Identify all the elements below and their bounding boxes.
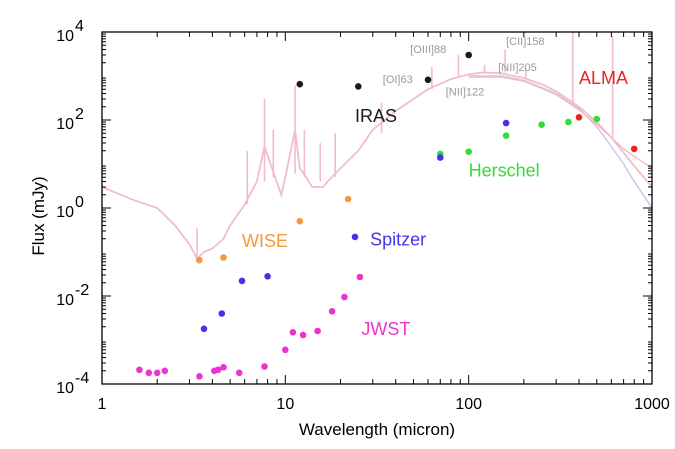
iras-point-2 xyxy=(424,76,432,84)
iras-point-0 xyxy=(296,80,304,88)
x-tick-label-10: 10 xyxy=(276,396,294,413)
sed-model-alt-1 xyxy=(468,75,652,209)
spitzer-point-5 xyxy=(437,154,444,161)
herschel-point-3 xyxy=(538,121,545,128)
y-tick-exponent-4: 4 xyxy=(75,18,84,35)
jwst-point-16 xyxy=(356,273,364,281)
spitzer-point-4 xyxy=(351,233,359,241)
sed-model-curves xyxy=(102,32,652,262)
sed-model-main xyxy=(102,71,652,261)
iras-point-3 xyxy=(465,51,473,59)
spitzer-point-6 xyxy=(502,119,510,127)
line-label-oiii-88: [OIII]88 xyxy=(410,44,446,56)
jwst-point-0 xyxy=(136,366,143,374)
alma-point-0 xyxy=(575,114,583,121)
jwst-point-7 xyxy=(220,364,227,371)
x-tick-label-1000: 1000 xyxy=(634,396,670,413)
y-tick-exponent-0: 0 xyxy=(75,194,84,211)
wise-point-3 xyxy=(344,195,352,203)
y-tick-label--2: 10 xyxy=(56,292,74,309)
iras-point-1 xyxy=(355,83,362,90)
axis-ticks xyxy=(101,31,653,385)
sed-model-alt-2 xyxy=(468,76,652,169)
herschel-point-1 xyxy=(465,148,473,155)
jwst-point-6 xyxy=(214,366,222,374)
jwst-point-13 xyxy=(314,327,321,335)
series-label-iras: IRAS xyxy=(355,106,397,126)
photometry-points xyxy=(136,51,638,380)
line-label-nii-122: [NII]122 xyxy=(446,87,485,99)
herschel-point-5 xyxy=(593,115,601,123)
y-tick-exponent--4: -4 xyxy=(75,370,89,387)
line-label-cii-158: [CII]158 xyxy=(506,36,545,48)
x-tick-label-100: 100 xyxy=(455,396,482,413)
y-tick-exponent--2: -2 xyxy=(75,282,89,299)
jwst-point-4 xyxy=(196,373,203,380)
wise-point-1 xyxy=(220,254,227,261)
spectral-line-labels: [OIII]88 [OI]63 [CII]158 [NII]122 [NII]205 xyxy=(383,36,545,98)
jwst-point-10 xyxy=(282,346,289,354)
spitzer-point-0 xyxy=(200,325,208,333)
wise-point-2 xyxy=(296,217,304,225)
line-label-oi-63: [OI]63 xyxy=(383,74,413,86)
alma-point-1 xyxy=(630,145,638,153)
series-label-spitzer: Spitzer xyxy=(370,230,426,250)
jwst-point-9 xyxy=(261,363,268,370)
y-tick-label-0: 10 xyxy=(56,204,74,221)
herschel-point-4 xyxy=(565,118,572,126)
y-tick-exponent-2: 2 xyxy=(75,106,84,123)
jwst-point-3 xyxy=(161,367,169,375)
y-tick-label-2: 10 xyxy=(56,116,74,133)
spitzer-point-2 xyxy=(238,277,246,285)
y-axis-title: Flux (mJy) xyxy=(29,176,48,255)
x-axis-title: Wavelength (micron) xyxy=(299,420,455,439)
y-tick-label-4: 10 xyxy=(56,28,74,45)
spitzer-point-3 xyxy=(264,273,271,280)
jwst-point-12 xyxy=(299,331,307,339)
series-label-wise: WISE xyxy=(242,231,288,251)
series-label-alma: ALMA xyxy=(579,68,628,88)
jwst-point-8 xyxy=(235,369,243,377)
y-tick-label--4: 10 xyxy=(56,380,74,397)
x-tick-label-1: 1 xyxy=(98,396,107,413)
line-label-nii-205: [NII]205 xyxy=(498,62,537,74)
series-labels: IRAS ALMA Herschel WISE Spitzer JWST xyxy=(242,68,628,339)
series-label-jwst: JWST xyxy=(361,319,410,339)
jwst-point-2 xyxy=(153,369,161,377)
jwst-point-11 xyxy=(289,329,297,336)
herschel-point-2 xyxy=(502,132,510,139)
jwst-point-1 xyxy=(145,369,153,377)
spitzer-point-1 xyxy=(218,310,226,317)
wise-point-0 xyxy=(196,256,203,264)
jwst-point-15 xyxy=(341,293,348,301)
jwst-point-14 xyxy=(328,308,336,315)
series-label-herschel: Herschel xyxy=(469,160,540,180)
